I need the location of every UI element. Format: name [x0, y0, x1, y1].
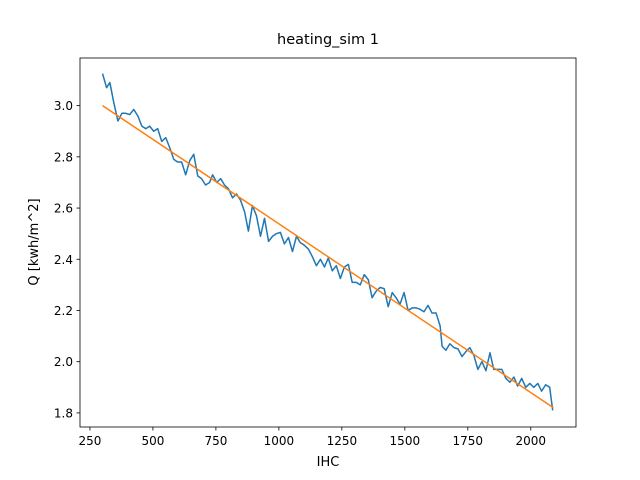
y-tick-label: 2.6 [54, 202, 73, 216]
x-tick-label: 500 [141, 434, 164, 448]
x-tick-label: 750 [204, 434, 227, 448]
y-tick-label: 3.0 [54, 99, 73, 113]
chart-title: heating_sim 1 [277, 32, 379, 48]
x-tick-label: 1000 [264, 434, 295, 448]
x-tick-label: 1250 [327, 434, 358, 448]
y-tick-label: 2.2 [54, 304, 73, 318]
y-tick-label: 1.8 [54, 406, 73, 420]
x-tick-label: 1500 [390, 434, 421, 448]
data-line [101, 73, 554, 411]
y-tick-label: 2.4 [54, 253, 73, 267]
x-axis-label: IHC [317, 455, 340, 470]
y-tick-label: 2.8 [54, 150, 73, 164]
x-tick-label: 2000 [516, 434, 547, 448]
x-tick-label: 250 [78, 434, 101, 448]
y-axis-label: Q [kwh/m^2] [27, 198, 42, 285]
data-line [102, 105, 554, 409]
y-tick-label: 2.0 [54, 355, 73, 369]
plot-frame [79, 57, 577, 428]
x-tick-label: 1750 [453, 434, 484, 448]
